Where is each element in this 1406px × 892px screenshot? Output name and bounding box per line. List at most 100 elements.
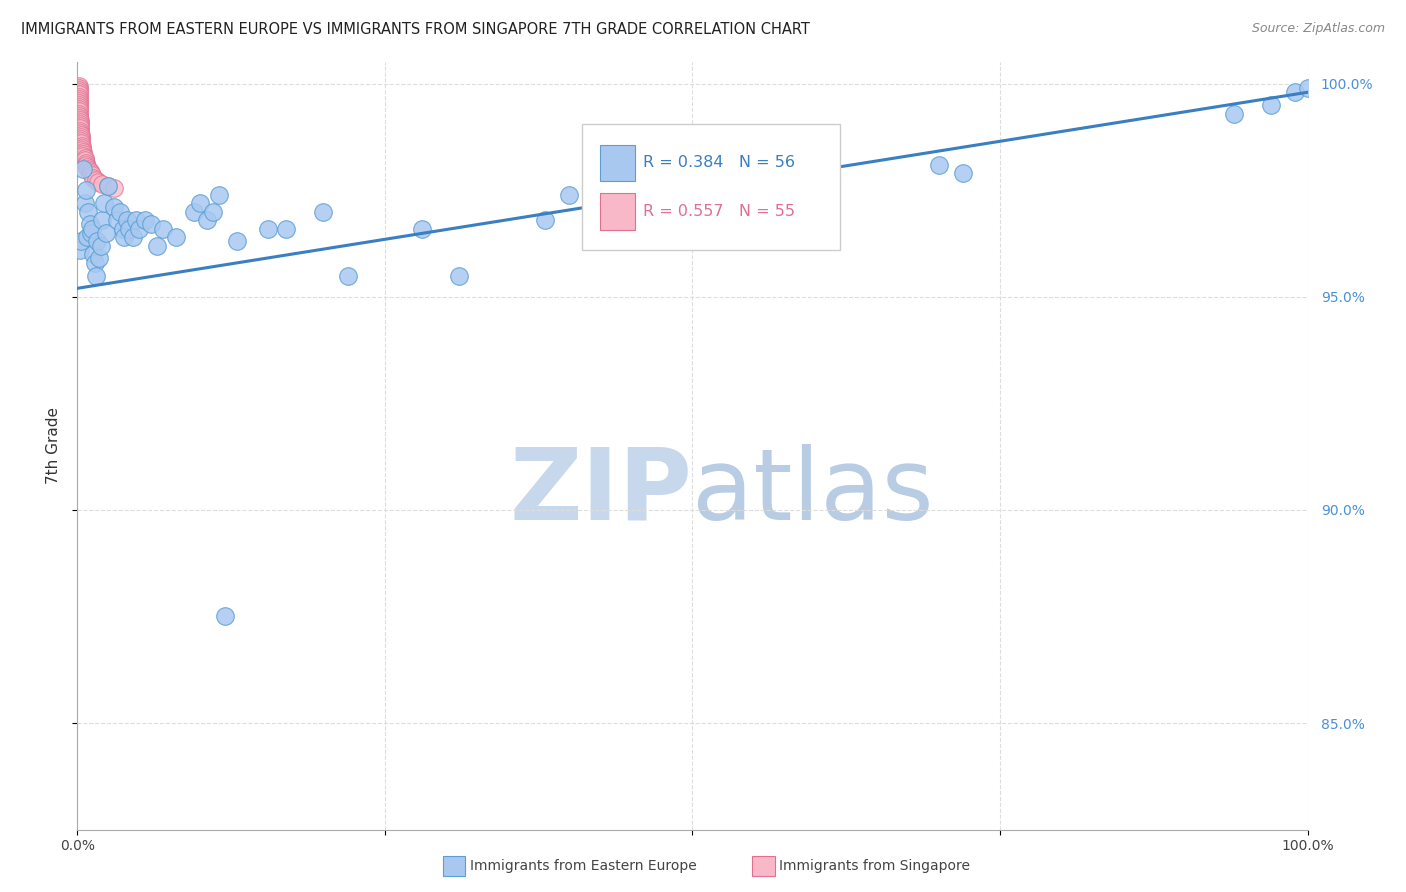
Point bbox=[93, 196, 115, 211]
Point bbox=[73, 153, 96, 168]
Point bbox=[208, 187, 231, 202]
Point bbox=[69, 126, 91, 140]
Point bbox=[105, 213, 128, 227]
Point bbox=[67, 103, 90, 117]
Point bbox=[165, 230, 187, 244]
Point bbox=[69, 115, 91, 129]
Point bbox=[67, 83, 90, 97]
Point bbox=[214, 609, 236, 624]
Point bbox=[70, 130, 93, 145]
Point bbox=[69, 243, 91, 257]
Point bbox=[79, 164, 101, 178]
Point bbox=[72, 147, 94, 161]
Text: Immigrants from Singapore: Immigrants from Singapore bbox=[779, 859, 970, 873]
Point bbox=[97, 179, 120, 194]
Bar bbox=[600, 145, 634, 181]
Point bbox=[558, 187, 581, 202]
Point bbox=[67, 100, 90, 114]
Point bbox=[67, 106, 90, 120]
Point bbox=[67, 78, 90, 93]
Point bbox=[67, 89, 90, 103]
Point bbox=[75, 158, 97, 172]
Point bbox=[337, 268, 360, 283]
Point bbox=[70, 132, 93, 146]
Point bbox=[67, 94, 90, 108]
Text: R = 0.384   N = 56: R = 0.384 N = 56 bbox=[644, 155, 796, 170]
Point bbox=[67, 85, 90, 99]
Point bbox=[67, 98, 90, 112]
Point bbox=[69, 123, 91, 137]
Point bbox=[69, 117, 91, 131]
Point bbox=[75, 155, 97, 169]
Point bbox=[125, 213, 148, 227]
Point bbox=[69, 113, 91, 128]
Point bbox=[447, 268, 470, 283]
Point bbox=[534, 213, 557, 227]
Point bbox=[1284, 85, 1306, 99]
Point bbox=[82, 221, 104, 235]
Point bbox=[152, 221, 174, 235]
Point bbox=[146, 238, 169, 252]
Point bbox=[70, 141, 93, 155]
Point bbox=[121, 230, 143, 244]
Point bbox=[1296, 81, 1319, 95]
Point bbox=[111, 221, 134, 235]
Point bbox=[76, 160, 98, 174]
Point bbox=[67, 111, 90, 125]
Point bbox=[257, 221, 280, 235]
Point bbox=[70, 136, 93, 151]
Point bbox=[952, 166, 974, 180]
Point bbox=[90, 238, 112, 252]
Text: IMMIGRANTS FROM EASTERN EUROPE VS IMMIGRANTS FROM SINGAPORE 7TH GRADE CORRELATIO: IMMIGRANTS FROM EASTERN EUROPE VS IMMIGR… bbox=[21, 22, 810, 37]
Text: Source: ZipAtlas.com: Source: ZipAtlas.com bbox=[1251, 22, 1385, 36]
Point bbox=[276, 221, 298, 235]
Point bbox=[84, 172, 107, 186]
Point bbox=[128, 221, 150, 235]
Text: Immigrants from Eastern Europe: Immigrants from Eastern Europe bbox=[470, 859, 696, 873]
Point bbox=[1223, 106, 1246, 120]
Point bbox=[67, 92, 90, 106]
Point bbox=[90, 177, 114, 191]
Point bbox=[80, 166, 103, 180]
Point bbox=[87, 175, 110, 189]
Point bbox=[84, 268, 107, 283]
Point bbox=[134, 213, 156, 227]
Point bbox=[73, 151, 96, 165]
Point bbox=[70, 138, 93, 153]
Point bbox=[72, 145, 94, 159]
Point bbox=[411, 221, 433, 235]
Point bbox=[86, 235, 108, 249]
Point bbox=[67, 104, 90, 119]
Point bbox=[110, 204, 132, 219]
Point bbox=[1260, 98, 1282, 112]
Point bbox=[69, 120, 91, 134]
Point bbox=[77, 204, 100, 219]
Text: atlas: atlas bbox=[693, 443, 934, 541]
Point bbox=[89, 252, 111, 266]
Point bbox=[90, 213, 114, 227]
Y-axis label: 7th Grade: 7th Grade bbox=[46, 408, 62, 484]
Point bbox=[226, 235, 249, 249]
Point bbox=[73, 196, 96, 211]
Point bbox=[82, 169, 104, 183]
Point bbox=[72, 149, 94, 163]
Point bbox=[103, 200, 125, 214]
Point bbox=[112, 230, 135, 244]
Point bbox=[201, 204, 224, 219]
Point bbox=[70, 128, 93, 142]
Point bbox=[67, 109, 90, 123]
Point bbox=[195, 213, 218, 227]
Point bbox=[70, 143, 93, 157]
Point bbox=[928, 158, 950, 172]
Point bbox=[79, 218, 101, 232]
Point bbox=[115, 213, 138, 227]
Text: R = 0.557   N = 55: R = 0.557 N = 55 bbox=[644, 203, 796, 219]
Point bbox=[94, 226, 117, 240]
Point bbox=[75, 183, 97, 197]
Point bbox=[67, 81, 90, 95]
Point bbox=[67, 87, 90, 102]
Bar bbox=[600, 193, 634, 229]
Point bbox=[118, 221, 141, 235]
Text: ZIP: ZIP bbox=[509, 443, 693, 541]
Point bbox=[103, 181, 125, 195]
